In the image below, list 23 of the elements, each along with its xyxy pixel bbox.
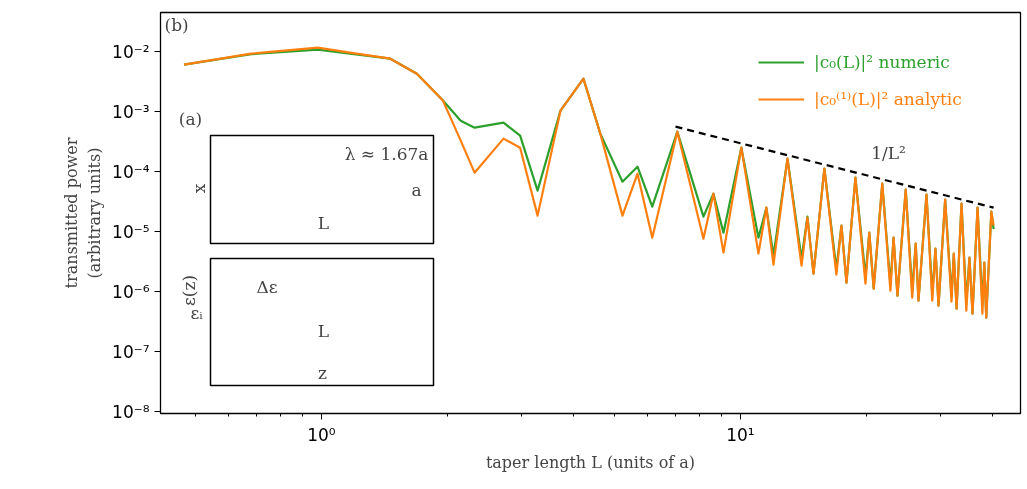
x-axis-title: taper length L (units of a) [485,452,696,472]
annotation: L [317,320,330,341]
annotation: (a) [178,108,203,129]
y-tick-label: 10⁻⁵ [112,221,150,242]
annotation: λ ≈ 1.67a [344,143,429,164]
y-tick-label: 10⁻² [112,41,150,62]
annotation: x [188,183,209,194]
annotation: L [317,212,330,233]
annotation: 1/L² [871,142,906,163]
y-tick-label: 10⁻³ [112,101,150,122]
y-tick-label: 10⁻⁴ [112,161,150,182]
annotation: Δε [256,276,278,297]
x-tick-label: 10¹ [726,424,755,445]
annotation: z [318,362,328,383]
y-tick-label: 10⁻⁷ [112,341,150,362]
legend-label: |c₀⁽¹⁾(L)|² analytic [814,89,962,109]
y-tick-label: 10⁻⁶ [112,281,150,302]
x-tick-label: 10⁰ [307,424,336,445]
annotation: (b) [164,14,189,35]
annotation: a [411,179,422,200]
y-axis-title: transmitted power (arbitrary units) [62,137,105,289]
y-tick-label: 10⁻⁸ [112,401,150,422]
legend-label: |c₀(L)|² numeric [814,52,950,72]
